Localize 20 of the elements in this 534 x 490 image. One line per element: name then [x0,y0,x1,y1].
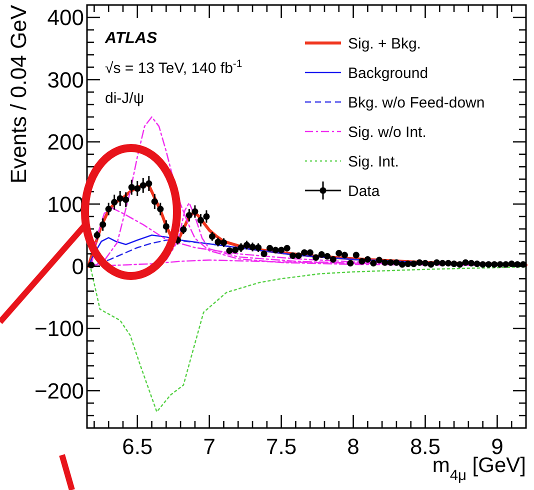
legend-label: Bkg. w/o Feed-down [348,94,485,112]
y-tick-label: 300 [47,67,84,92]
legend-label: Sig. Int. [348,153,399,170]
y-tick-label: −200 [34,378,84,404]
annotation: ATLAS [104,30,158,47]
y-tick-label: 0 [72,254,84,279]
annotation: √s = 13 TeV, 140 fb$^{-1}$ [105,58,242,77]
legend-label: Sig. + Bkg. [348,35,421,52]
annotation: di-J/ψ [105,90,144,107]
y-tick-label: 400 [47,5,84,30]
x-tick-label: 7.5 [266,434,297,459]
y-tick-label: 200 [47,130,84,155]
legend-label: Background [348,64,428,82]
y-axis-title: Events / 0.04 GeV [6,4,31,184]
legend-label: Sig. w/o Int. [348,124,426,141]
y-tick-label: −100 [34,316,84,342]
x-tick-label: 7 [203,434,216,459]
x-tick-label: 6.5 [122,434,153,459]
x-tick-label: 8 [347,434,360,459]
legend-label: Data [348,182,380,200]
